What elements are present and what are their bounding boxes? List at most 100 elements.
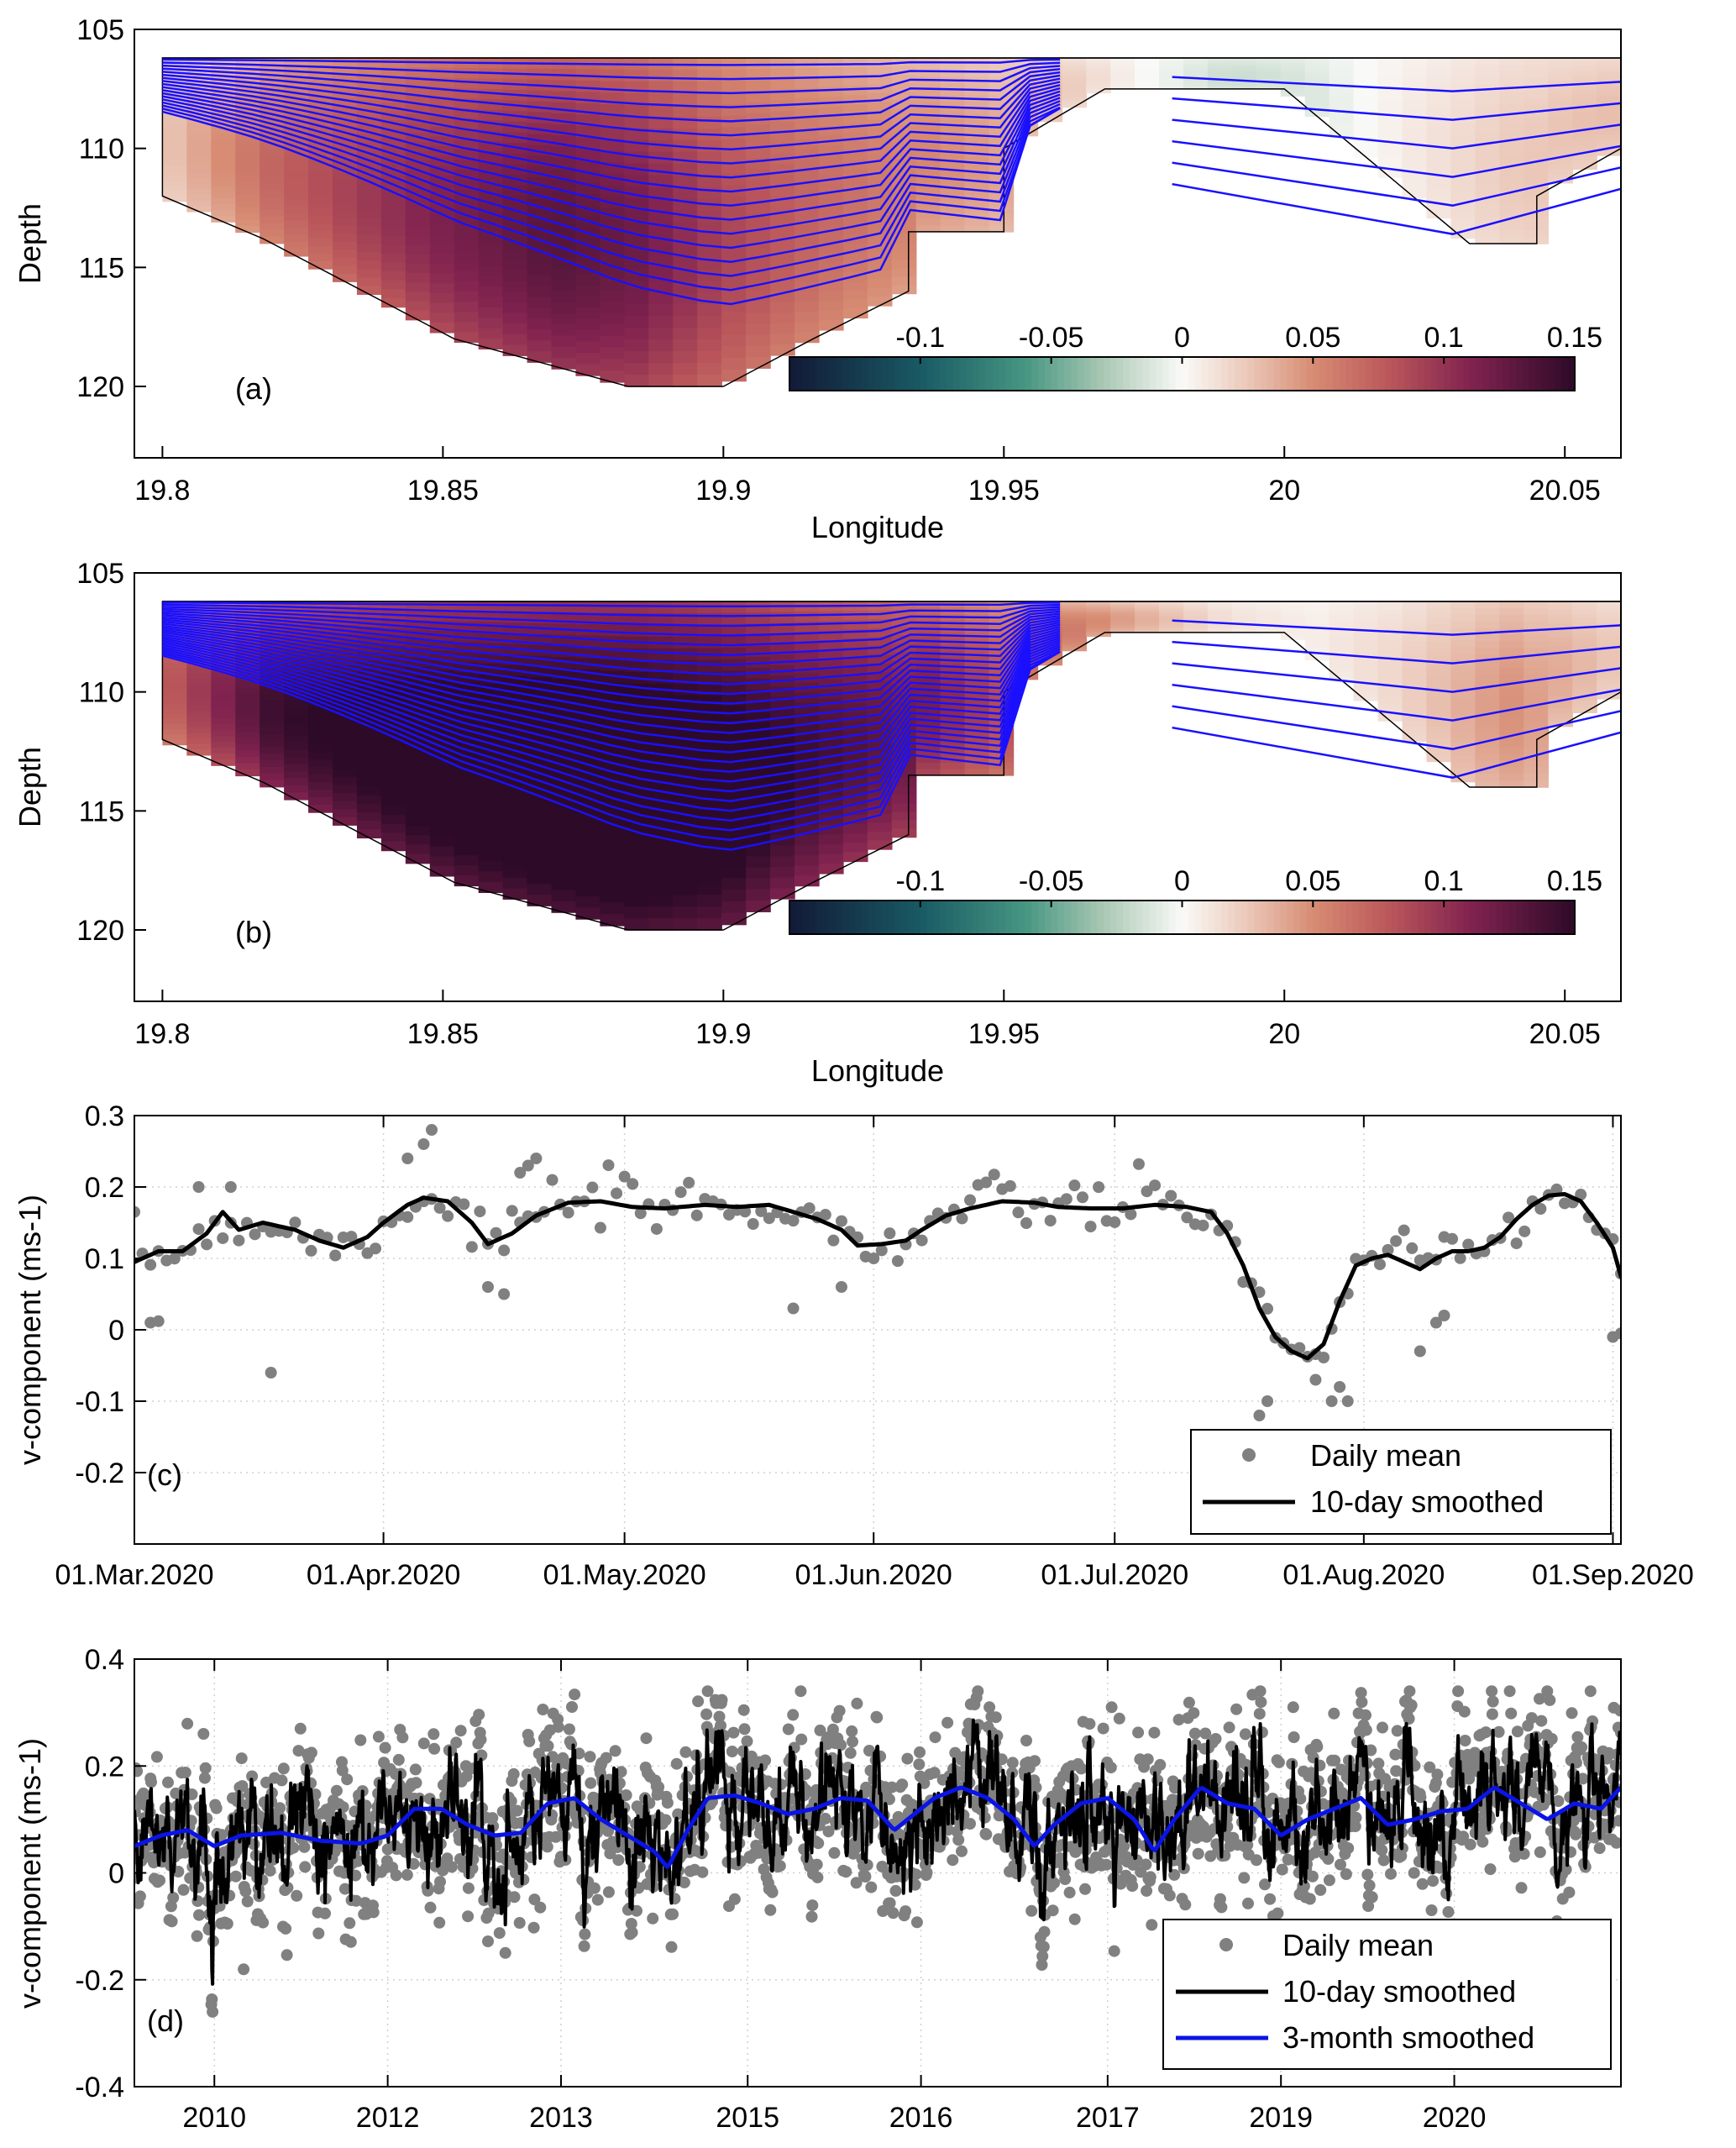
a-field-cell: [454, 78, 480, 90]
c-daily-point: [868, 1252, 880, 1264]
c-daily-point: [1575, 1189, 1587, 1201]
c-daily-point: [417, 1138, 430, 1150]
a-colorbar-cell: [1201, 357, 1209, 391]
a-field-cell: [260, 197, 285, 205]
a-field-cell: [356, 286, 382, 296]
a-field-cell: [915, 95, 941, 102]
a-field-cell: [1353, 68, 1379, 73]
a-colorbar-cell: [1175, 357, 1183, 391]
a-field-cell: [673, 175, 698, 188]
b-field-cell: [1499, 767, 1525, 775]
a-field-cell: [162, 144, 188, 151]
a-field-cell: [1377, 104, 1403, 110]
c-daily-point: [1510, 1237, 1523, 1250]
b-field-cell: [1062, 626, 1088, 629]
a-field-cell: [1329, 125, 1355, 129]
a-field-cell: [1110, 63, 1135, 66]
a-field-cell: [989, 64, 1015, 71]
b-field-cell: [1159, 616, 1184, 618]
b-field-cell: [1524, 641, 1549, 649]
b-colorbar-cell: [1142, 901, 1151, 934]
panel-c-legend-daily: Daily mean: [1310, 1438, 1461, 1473]
b-field-cell: [1159, 606, 1184, 608]
a-colorbar-cell: [1378, 357, 1386, 391]
b-field-cell: [235, 750, 260, 758]
b-field-cell: [1548, 601, 1573, 607]
b-field-cell: [1450, 704, 1476, 712]
c-daily-point: [152, 1315, 165, 1327]
a-field-cell: [1110, 73, 1135, 76]
a-field-cell: [600, 359, 626, 371]
b-field-cell: [1086, 615, 1111, 617]
a-field-cell: [333, 66, 358, 75]
b-field-cell: [600, 890, 626, 904]
b-field-cell: [1280, 602, 1306, 606]
d-daily-point: [422, 1884, 434, 1897]
a-field-cell: [867, 297, 893, 307]
c-daily-point: [1253, 1410, 1266, 1421]
b-field-cell: [1256, 616, 1282, 618]
c-daily-point: [401, 1153, 414, 1164]
b-field-cell: [380, 619, 406, 629]
b-field-cell: [405, 853, 431, 864]
b-field-cell: [1353, 608, 1379, 613]
a-field-cell: [1548, 58, 1573, 64]
b-streamline: [162, 601, 1061, 608]
a-field-cell: [429, 323, 455, 333]
d-daily-point: [372, 1730, 385, 1743]
b-field-cell: [600, 601, 626, 614]
b-field-cell: [1110, 628, 1135, 630]
b-field-cell: [1524, 680, 1549, 689]
a-colorbar-cell: [1135, 357, 1144, 391]
b-field-cell: [1280, 624, 1306, 627]
a-streamline: [162, 67, 1061, 108]
b-field-cell: [1062, 615, 1088, 618]
b-field-cell: [915, 738, 941, 745]
d-daily-point: [427, 1728, 440, 1741]
b-field-cell: [308, 684, 333, 693]
a-xtick-label: 19.95: [968, 475, 1040, 507]
b-field-cell: [1475, 641, 1501, 649]
b-field-cell: [478, 850, 504, 862]
a-colorbar-cell: [1404, 357, 1413, 391]
b-colorbar-cell: [1482, 901, 1491, 934]
a-field-cell: [1062, 91, 1088, 94]
d-daily-point: [737, 1704, 750, 1716]
b-ytick-label: 110: [79, 677, 124, 709]
b-field-cell: [454, 814, 480, 826]
c-daily-point: [498, 1244, 511, 1257]
a-colorbar-cell: [848, 357, 856, 391]
d-daily-point: [696, 1866, 709, 1878]
a-field-cell: [842, 224, 868, 235]
b-field-cell: [746, 612, 771, 625]
a-field-cell: [211, 98, 237, 106]
b-field-cell: [308, 714, 333, 723]
b-field-cell: [818, 853, 844, 865]
a-field-cell: [1353, 58, 1379, 63]
a-field-cell: [1207, 59, 1233, 61]
a-field-cell: [380, 253, 406, 264]
b-field-cell: [1304, 643, 1330, 646]
b-field-cell: [842, 629, 868, 639]
b-field-cell: [648, 883, 674, 895]
b-field-cell: [1086, 607, 1111, 610]
a-field-cell: [551, 291, 577, 303]
b-field-cell: [867, 725, 893, 735]
b-field-cell: [1572, 609, 1597, 614]
b-field-cell: [162, 708, 188, 715]
a-field-cell: [284, 156, 309, 165]
b-field-cell: [891, 610, 917, 619]
b-field-cell: [1475, 687, 1501, 696]
a-field-cell: [1135, 80, 1160, 82]
b-field-cell: [1159, 617, 1184, 619]
b-ytick-label: 105: [76, 558, 124, 590]
a-field-cell: [1499, 64, 1525, 72]
b-field-cell: [1402, 611, 1428, 617]
b-field-cell: [308, 646, 333, 655]
b-field-cell: [356, 635, 382, 645]
b-field-cell: [867, 698, 893, 709]
a-field-cell: [211, 122, 237, 129]
a-field-cell: [1597, 106, 1621, 111]
a-field-cell: [697, 69, 722, 82]
